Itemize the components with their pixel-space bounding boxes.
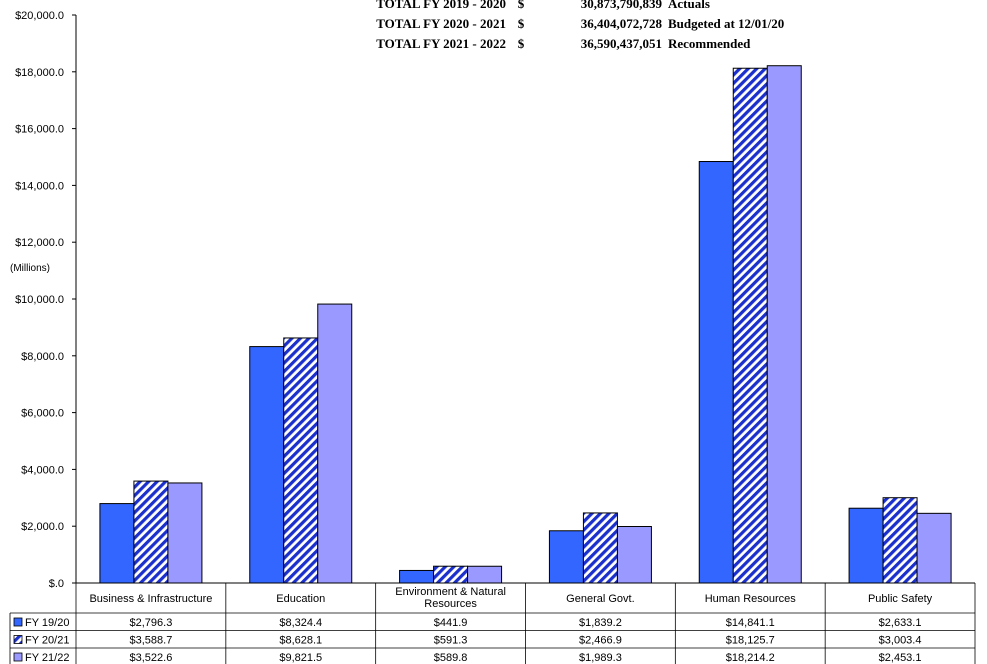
totals-currency: $ — [517, 36, 525, 51]
x-category-label: Business & Infrastructure — [89, 593, 212, 605]
data-value-cell: $589.8 — [434, 652, 468, 664]
legend-label: FY 21/22 — [25, 652, 69, 664]
bar — [916, 512, 952, 584]
y-tick-label: $10,000.0 — [15, 294, 64, 306]
legend-label: FY 19/20 — [25, 617, 69, 629]
bar — [732, 67, 768, 584]
y-tick-label: $4,000.0 — [21, 464, 64, 476]
data-value-cell: $9,821.5 — [279, 652, 322, 664]
data-value-cell: $8,324.4 — [279, 617, 322, 629]
data-value-cell: $3,522.6 — [130, 652, 173, 664]
totals-note: Recommended — [668, 36, 751, 51]
bar — [848, 507, 884, 584]
y-tick-label: $2,000.0 — [21, 521, 64, 533]
data-value-cell: $18,214.2 — [726, 652, 775, 664]
x-category-label: Environment & Natural Resources — [395, 586, 506, 610]
bar — [283, 337, 319, 584]
bar — [882, 497, 918, 584]
legend-swatch — [13, 652, 23, 662]
totals-label: TOTAL FY 2019 - 2020 — [376, 0, 506, 11]
bar — [317, 303, 353, 584]
data-value-cell: $1,839.2 — [579, 617, 622, 629]
bar — [399, 569, 435, 584]
legend-swatch — [13, 635, 23, 644]
bar — [249, 346, 285, 584]
bar — [467, 565, 503, 584]
data-value-cell: $1,989.3 — [579, 652, 622, 664]
bar — [167, 482, 203, 584]
data-value-cell: $18,125.7 — [726, 635, 775, 647]
totals-row: TOTAL FY 2019 - 2020 $30,873,790,839 Actua… — [330, 0, 850, 14]
bar — [99, 503, 135, 584]
bar — [766, 65, 802, 584]
bar — [616, 526, 652, 584]
x-category-label: General Govt. — [566, 593, 634, 605]
data-value-cell: $2,466.9 — [579, 635, 622, 647]
x-category-label: Human Resources — [705, 593, 797, 605]
legend-label: FY 20/21 — [25, 635, 69, 647]
y-tick-label: $8,000.0 — [21, 351, 64, 363]
bar — [133, 480, 169, 584]
data-value-cell: $8,628.1 — [279, 635, 322, 647]
data-value-cell: $441.9 — [434, 617, 468, 629]
data-value-cell: $2,796.3 — [130, 617, 173, 629]
totals-currency: $ — [517, 0, 525, 11]
totals-note: Budgeted at 12/01/20 — [668, 16, 785, 31]
totals-amount: 36,590,437,051 — [580, 36, 662, 51]
data-value-cell: $3,588.7 — [130, 635, 173, 647]
y-tick-label: $20,000.0 — [15, 10, 64, 22]
totals-label: TOTAL FY 2020 - 2021 — [376, 16, 506, 31]
y-tick-label: $16,000.0 — [15, 124, 64, 136]
bar — [582, 512, 618, 584]
y-tick-label: $14,000.0 — [15, 180, 64, 192]
data-value-cell: $591.3 — [434, 635, 468, 647]
data-value-cell: $14,841.1 — [726, 617, 775, 629]
totals-label: TOTAL FY 2021 - 2022 — [376, 36, 506, 51]
totals-currency: $ — [517, 16, 525, 31]
y-tick-label: $12,000.0 — [15, 237, 64, 249]
legend-swatch — [13, 617, 23, 627]
x-category-label: Public Safety — [868, 593, 933, 605]
x-category-label: Education — [276, 593, 325, 605]
totals-note: Actuals — [668, 0, 710, 11]
totals-row: TOTAL FY 2020 - 2021 $36,404,072,728 Budge… — [330, 14, 850, 34]
totals-block: TOTAL FY 2019 - 2020 $30,873,790,839 Actua… — [330, 0, 850, 54]
y-tick-label: $18,000.0 — [15, 67, 64, 79]
y-tick-label: $6,000.0 — [21, 408, 64, 420]
data-value-cell: $2,453.1 — [879, 652, 922, 664]
totals-amount: 30,873,790,839 — [580, 0, 662, 11]
totals-row: TOTAL FY 2021 - 2022 $36,590,437,051 Recom… — [330, 34, 850, 54]
bar — [698, 161, 734, 584]
bar — [548, 530, 584, 584]
totals-amount: 36,404,072,728 — [580, 16, 662, 31]
data-value-cell: $2,633.1 — [879, 617, 922, 629]
y-tick-label: $.0 — [49, 578, 64, 590]
bar — [433, 565, 469, 584]
data-value-cell: $3,003.4 — [879, 635, 922, 647]
y-axis-label: (Millions) — [10, 263, 50, 274]
